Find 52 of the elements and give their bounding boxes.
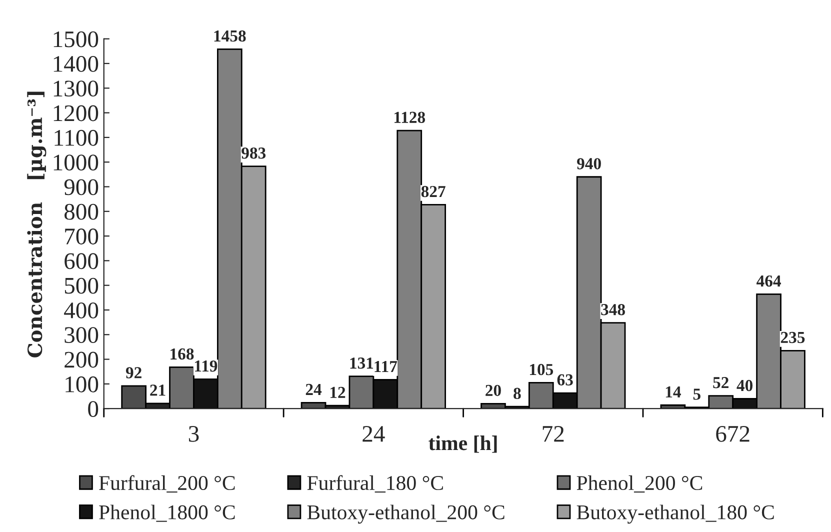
legend-label: Furfural_200 °C [99, 475, 235, 493]
legend-label: Furfural_180 °C [307, 475, 443, 493]
legend-label: Butoxy-ethanol_200 °C [307, 504, 504, 524]
data-label: 827 [421, 186, 446, 198]
x-tick-label: 72 [542, 426, 564, 442]
y-tick-label: 1300 [54, 80, 98, 97]
data-label: 983 [242, 147, 266, 159]
data-label: 119 [195, 360, 218, 372]
y-tick-label: 100 [66, 376, 98, 392]
x-axis-title: time [h] [428, 436, 497, 453]
data-label: 24 [306, 384, 322, 395]
y-tick-label: 600 [64, 253, 98, 270]
y-tick-label: 400 [64, 302, 98, 318]
x-tick-label: 672 [716, 426, 750, 442]
data-label: 348 [601, 304, 625, 316]
data-label: 940 [577, 158, 601, 170]
y-tick-label: 800 [64, 204, 98, 220]
legend-label: Phenol_1800 °C [99, 504, 235, 522]
y-tick-label: 1500 [54, 31, 98, 48]
y-tick-label: 0 [88, 401, 98, 417]
y-tick-label: 1200 [54, 105, 98, 122]
data-label: 131 [350, 358, 374, 369]
legend-label: Phenol_200 °C [576, 475, 702, 493]
data-label: 5 [693, 388, 700, 400]
data-label: 63 [557, 374, 573, 386]
x-tick-label: 24 [362, 426, 385, 442]
data-label: 168 [170, 348, 194, 360]
data-label: 464 [756, 275, 781, 287]
data-label: 21 [150, 384, 166, 396]
y-tick-label: 500 [64, 278, 98, 294]
data-label: 1128 [394, 112, 426, 123]
y-tick-label: 1400 [54, 56, 98, 72]
legend-label: Butoxy-ethanol_180 °C [576, 504, 774, 524]
data-label: 12 [330, 386, 346, 398]
data-label: 52 [713, 377, 728, 388]
data-label: 40 [736, 380, 753, 392]
y-tick-label: 1100 [54, 130, 98, 146]
y-axis-title: Concentration [µg.m⁻³] [27, 92, 46, 358]
data-label: 235 [780, 332, 805, 344]
data-label: 105 [530, 364, 554, 376]
y-tick-label: 700 [65, 228, 98, 244]
data-label: 92 [126, 367, 142, 378]
y-tick-label: 200 [64, 352, 98, 368]
data-label: 1458 [214, 30, 246, 42]
y-tick-label: 1000 [54, 154, 98, 171]
data-label: 20 [486, 384, 501, 396]
data-label: 117 [374, 361, 398, 372]
data-label: 14 [666, 386, 681, 398]
y-tick-label: 300 [64, 327, 98, 344]
x-tick-label: 3 [188, 426, 199, 442]
data-label: 8 [514, 388, 521, 400]
y-tick-label: 900 [64, 179, 98, 196]
